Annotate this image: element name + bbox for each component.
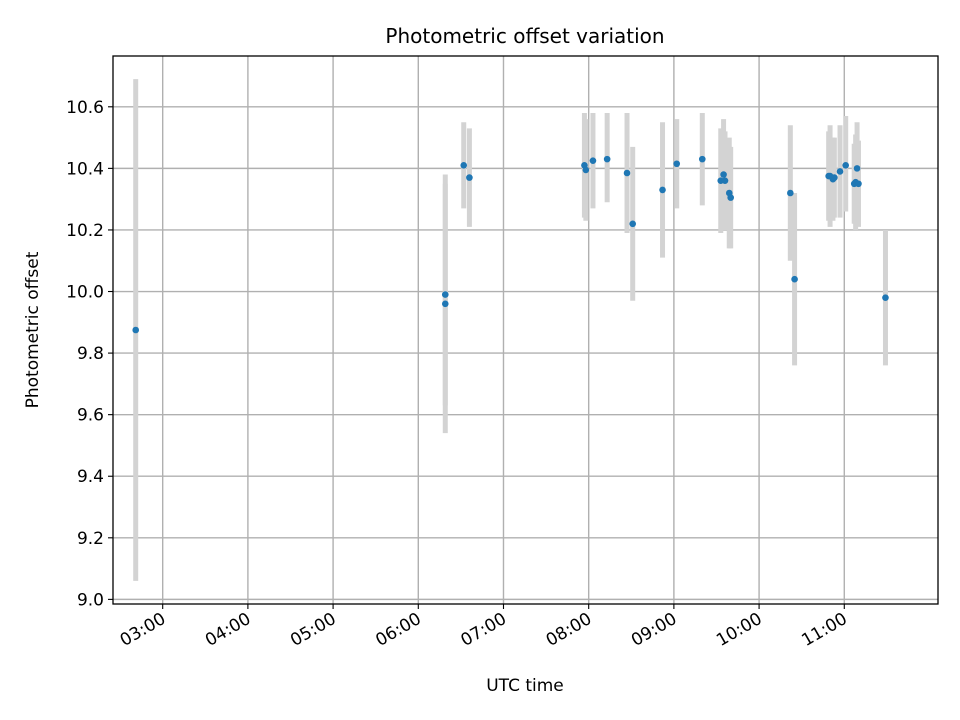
y-tick-label: 10.0	[66, 283, 104, 303]
data-point	[836, 168, 844, 175]
data-point	[853, 165, 861, 172]
plot-frame	[112, 55, 939, 605]
data-point	[855, 180, 862, 188]
y-tick-label: 10.6	[66, 98, 104, 118]
data-point	[842, 161, 850, 169]
y-tick-label: 9.0	[77, 590, 104, 610]
point-layer	[132, 155, 889, 334]
data-point	[659, 186, 666, 194]
data-point	[441, 291, 449, 298]
data-point	[460, 161, 468, 169]
y-tick-label: 9.4	[77, 467, 104, 487]
data-point	[623, 169, 631, 177]
data-point	[589, 157, 597, 164]
data-point	[721, 177, 729, 184]
y-tick-label: 9.6	[77, 406, 104, 426]
y-tick-label: 10.2	[66, 221, 104, 241]
data-point	[727, 194, 734, 201]
x-axis-label: UTC time	[486, 676, 564, 696]
data-point	[673, 160, 681, 168]
y-tick-label: 9.2	[77, 529, 104, 549]
data-point	[831, 174, 838, 181]
grid-layer	[113, 56, 938, 604]
data-point	[720, 171, 727, 178]
data-point	[787, 189, 794, 197]
data-point	[791, 275, 798, 283]
data-point	[582, 166, 590, 174]
y-axis-label: Photometric offset	[23, 251, 43, 408]
data-point	[132, 326, 140, 334]
data-point	[882, 294, 889, 301]
data-point	[603, 155, 611, 163]
data-point	[629, 220, 637, 228]
data-point	[466, 174, 473, 181]
chart-title: Photometric offset variation	[385, 24, 664, 48]
y-tick-label: 10.4	[66, 159, 104, 179]
data-point	[441, 300, 449, 308]
y-tick-label: 9.8	[77, 344, 104, 364]
data-point	[698, 155, 706, 163]
